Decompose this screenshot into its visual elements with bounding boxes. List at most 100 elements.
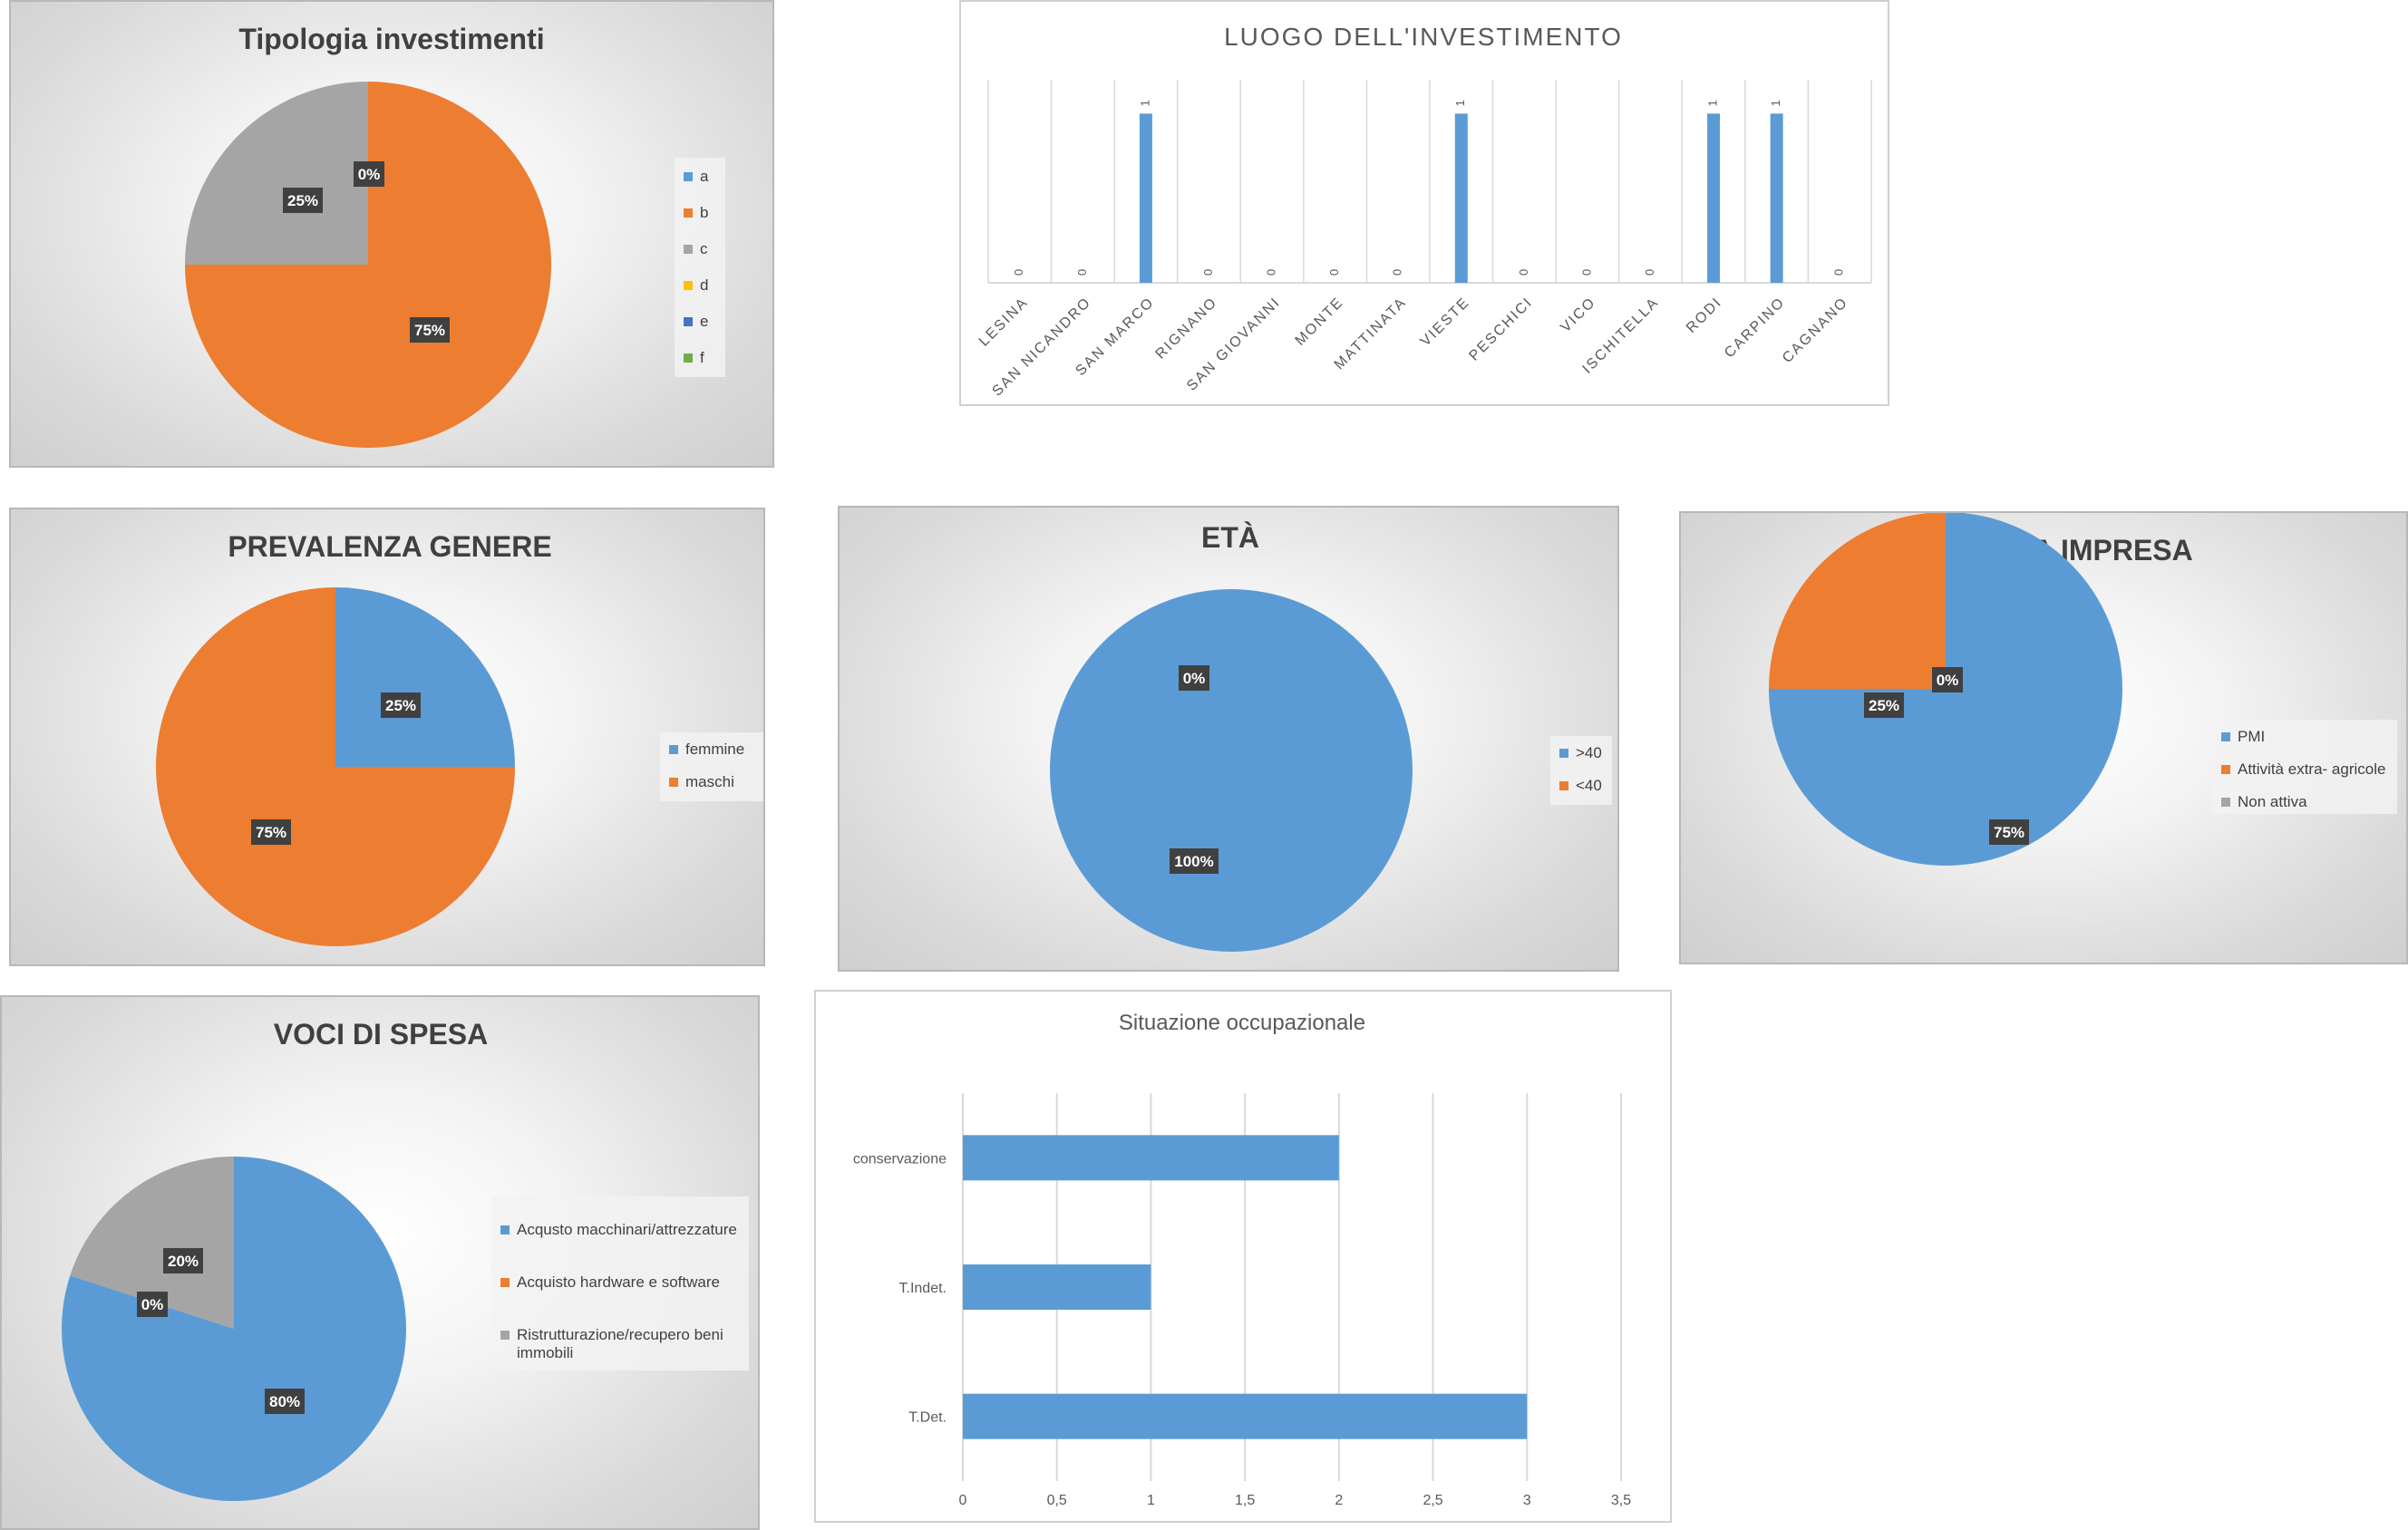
data-label-40: 0% xyxy=(1183,670,1206,687)
data-label-box-c xyxy=(283,188,323,213)
data-label-attivit-extra-agricole: 25% xyxy=(1869,697,1899,714)
tick-label-2: 2 xyxy=(1335,1493,1343,1508)
legend-swatch-acqusto-macchinari-attrezzature xyxy=(500,1225,510,1235)
legend-box xyxy=(2212,720,2397,814)
chart-title: Situazione occupazionale xyxy=(1119,1011,1365,1035)
legend-label-pmi: PMI xyxy=(2238,728,2265,745)
chart-title: Tipologia investimenti xyxy=(238,23,544,55)
tick-label-1-5: 1,5 xyxy=(1235,1493,1255,1508)
data-label-box-acquisto-hardware-e-software xyxy=(137,1292,168,1317)
data-label-vico: 0 xyxy=(1579,269,1593,276)
data-label-maschi: 75% xyxy=(256,824,286,841)
data-label-box-non-attiva xyxy=(1932,667,1963,692)
legend-label-40: <40 xyxy=(1576,777,1602,794)
legend-swatch-f xyxy=(684,353,693,363)
legend-label-ristrutturazione-recupero-beni-immobili: Ristrutturazione/recupero beni immobili xyxy=(517,1326,723,1361)
chart-title: LUOGO DELL'INVESTIMENTO xyxy=(1224,23,1623,51)
tick-label-0-5: 0,5 xyxy=(1047,1493,1067,1508)
pie-slice-attivit-extra-agricole xyxy=(1769,513,1946,689)
legend-label-attivit-extra-agricole: Attività extra- agricole xyxy=(2238,760,2385,778)
pie-slice-ristrutturazione-recupero-beni-immobili xyxy=(70,1157,235,1329)
chart-panel-eta: ETÀ 100% 0% >40 <40 xyxy=(838,506,1619,972)
data-label-box-attivit-extra-agricole xyxy=(1864,692,1904,718)
legend-label-maschi: maschi xyxy=(685,773,734,790)
legend-swatch-b xyxy=(684,208,693,218)
tick-label-0: 0 xyxy=(959,1493,967,1508)
data-label-box-maschi xyxy=(251,819,291,845)
data-label-carpino: 1 xyxy=(1769,100,1782,106)
data-label-pmi: 75% xyxy=(1994,824,2024,841)
bar-vieste xyxy=(1454,113,1468,283)
legend-swatch-a xyxy=(684,172,693,181)
data-label-c: 25% xyxy=(287,192,318,209)
data-label-monte: 0 xyxy=(1327,269,1341,276)
legend-label-40: >40 xyxy=(1576,744,1602,761)
legend-label-f: f xyxy=(700,349,704,366)
data-label-acquisto-hardware-e-software: 0% xyxy=(141,1296,164,1313)
category-label-t-indet: T.Indet. xyxy=(899,1281,947,1296)
tick-label-1: 1 xyxy=(1147,1493,1155,1508)
legend-swatch-40 xyxy=(1559,781,1568,790)
data-label-san-nicandro: 0 xyxy=(1075,269,1089,276)
legend-label-a: a xyxy=(700,168,709,185)
legend-swatch-attivit-extra-agricole xyxy=(2221,765,2230,774)
tick-label-rignano: RIGNANO xyxy=(1153,295,1221,363)
legend-label-non-attiva: Non attiva xyxy=(2238,793,2307,810)
data-label-rignano: 0 xyxy=(1201,269,1215,276)
bar-t-indet xyxy=(963,1264,1151,1310)
pie-chart-eta: ETÀ 100% 0% >40 <40 xyxy=(1050,521,1612,952)
legend-swatch-ristrutturazione-recupero-beni-immobili xyxy=(500,1331,510,1340)
legend-label-b: b xyxy=(700,204,708,221)
tick-label-cagnano: CAGNANO xyxy=(1780,295,1851,366)
tick-label-2-5: 2,5 xyxy=(1422,1493,1442,1508)
chart-panel-situazione-occupazionale: Situazione occupazionale 0 0,5 1 1,5 2 2,5 3 3,5… xyxy=(814,990,1672,1523)
bar-carpino xyxy=(1770,113,1783,283)
data-label-non-attiva: 0% xyxy=(1937,672,1959,689)
data-label-vieste: 1 xyxy=(1453,100,1467,106)
legend-box xyxy=(660,732,763,801)
data-label-40: 100% xyxy=(1174,853,1213,870)
pie-slice-c xyxy=(185,82,368,265)
data-label-ischitella: 0 xyxy=(1643,269,1656,276)
data-label-femmine: 25% xyxy=(385,697,416,714)
bar-rodi xyxy=(1707,113,1721,283)
category-label-conservazione: conservazione xyxy=(853,1151,947,1167)
legend-label-e: e xyxy=(700,313,708,330)
data-label-cagnano: 0 xyxy=(1832,269,1846,276)
chart-panel-luogo-investimento: LUOGO DELL'INVESTIMENTO 0 LESINA 0 SAN NICAN… xyxy=(959,0,1889,406)
data-label-box-femmine xyxy=(381,692,421,718)
category-label-t-det: T.Det. xyxy=(908,1410,947,1426)
bar-san-marco xyxy=(1139,113,1152,283)
legend-swatch-pmi xyxy=(2221,732,2230,741)
legend-label-femmine: femmine xyxy=(685,741,744,758)
chart-panel-tipologia-investimenti: Tipologia investimenti 75% 25% 0% a b c d e f xyxy=(9,0,774,468)
legend-swatch-femmine xyxy=(669,745,678,754)
pie-slice-femmine xyxy=(335,587,515,767)
data-label-box-pmi xyxy=(1989,819,2029,845)
data-label-d: 0% xyxy=(358,166,381,183)
chart-panel-voci-di-spesa: VOCI DI SPESA 80% 0% 20% Acqusto macchinari/… xyxy=(0,995,760,1530)
legend-label-acquisto-hardware-e-software: Acquisto hardware e software xyxy=(517,1273,720,1291)
bar-t-det xyxy=(963,1393,1528,1439)
data-label-box-ristrutturazione-recupero-beni-immobili xyxy=(163,1248,203,1273)
tick-label-3-5: 3,5 xyxy=(1611,1493,1631,1508)
data-label-ristrutturazione-recupero-beni-immobili: 20% xyxy=(168,1253,199,1270)
data-label-box-40 xyxy=(1170,848,1219,874)
tick-label-lesina: LESINA xyxy=(976,295,1032,350)
data-label-box-d xyxy=(354,161,384,187)
tick-label-peschici: PESCHICI xyxy=(1466,295,1536,364)
chart-title: VOCI DI SPESA xyxy=(274,1018,489,1051)
data-label-mattinata: 0 xyxy=(1391,269,1404,276)
pie-chart-voci-di-spesa: VOCI DI SPESA 80% 0% 20% Acqusto macchinari/… xyxy=(62,1018,749,1501)
pie-slice-40 xyxy=(1050,589,1413,952)
bar-conservazione xyxy=(963,1135,1339,1181)
legend-swatch-non-attiva xyxy=(2221,798,2230,807)
chart-title: PREVALENZA GENERE xyxy=(228,530,551,563)
pie-slice-maschi xyxy=(156,587,515,946)
pie-chart-prevalenza-genere: PREVALENZA GENERE 25% 75% femmine maschi xyxy=(156,530,763,946)
tick-label-monte: MONTE xyxy=(1293,295,1347,349)
data-label-peschici: 0 xyxy=(1517,269,1530,276)
